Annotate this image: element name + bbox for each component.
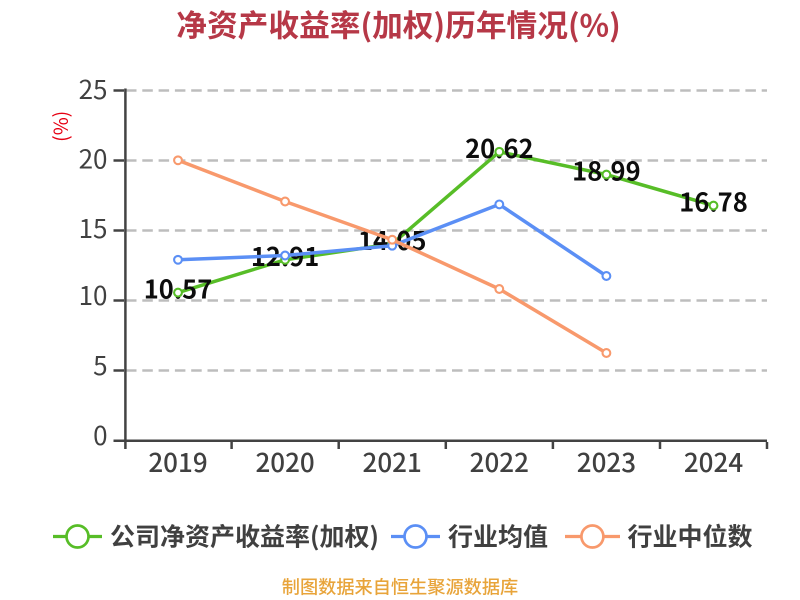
svg-text:15: 15 <box>79 209 108 246</box>
svg-text:公司净资产收益率(加权): 公司净资产收益率(加权) <box>110 518 379 554</box>
svg-text:0: 0 <box>93 416 107 453</box>
svg-text:5: 5 <box>93 346 107 383</box>
svg-text:2021: 2021 <box>363 443 422 480</box>
svg-text:25: 25 <box>79 70 108 107</box>
svg-text:(%): (%) <box>45 111 74 142</box>
svg-text:制图数据来自恒生聚源数据库: 制图数据来自恒生聚源数据库 <box>282 574 518 600</box>
svg-text:2022: 2022 <box>470 443 529 480</box>
svg-text:2023: 2023 <box>577 443 636 480</box>
svg-text:净资产收益率(加权)历年情况(%): 净资产收益率(加权)历年情况(%) <box>176 2 621 46</box>
svg-text:行业均值: 行业均值 <box>448 518 548 554</box>
svg-text:20: 20 <box>79 139 108 176</box>
svg-text:2019: 2019 <box>148 443 207 480</box>
svg-text:2024: 2024 <box>684 443 743 480</box>
svg-text:行业中位数: 行业中位数 <box>628 518 753 554</box>
svg-text:2020: 2020 <box>255 443 314 480</box>
svg-text:10: 10 <box>79 276 108 313</box>
